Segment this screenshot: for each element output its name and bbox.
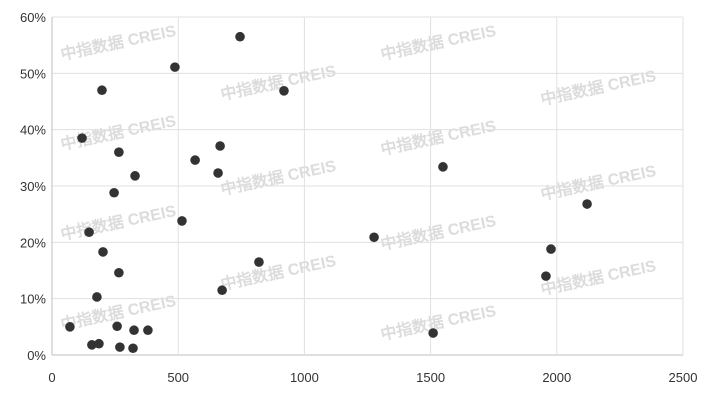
data-point	[109, 187, 119, 198]
x-tick-label: 1500	[416, 370, 445, 385]
data-point	[177, 216, 187, 226]
x-tick-label: 1000	[290, 370, 319, 385]
data-point	[190, 155, 200, 165]
watermark-text: 中指数据 CREIS	[379, 116, 498, 159]
data-point	[97, 85, 107, 96]
y-tick-label: 60%	[20, 10, 46, 25]
watermark-text: 中指数据 CREIS	[219, 251, 338, 294]
data-point	[582, 199, 592, 209]
y-tick-label: 0%	[27, 348, 46, 363]
data-point	[87, 340, 97, 350]
gridlines	[51, 16, 684, 356]
data-point	[254, 257, 264, 267]
data-point	[115, 342, 125, 352]
data-point	[541, 271, 551, 281]
data-point	[94, 338, 104, 349]
watermark-text: 中指数据 CREIS	[59, 21, 178, 64]
data-point	[279, 85, 289, 96]
y-tick-label: 40%	[20, 123, 46, 138]
data-point	[438, 162, 448, 172]
y-tick-label: 10%	[20, 292, 46, 307]
data-point	[170, 62, 180, 72]
data-point	[84, 227, 94, 237]
y-tick-label: 30%	[20, 179, 46, 194]
data-point	[114, 267, 124, 278]
y-tick-label: 20%	[20, 235, 46, 250]
data-point	[130, 171, 140, 181]
tick-labels: 0% 10% 20% 30% 40% 50% 60% 0 500 1000 1500 2000 2500	[20, 10, 697, 385]
watermark-layer: 中指数据 CREIS 中指数据 CREIS 中指数据 CREIS 中指数据 CREIS…	[59, 21, 658, 344]
data-point	[217, 285, 227, 296]
x-tick-label: 2000	[542, 370, 571, 385]
data-point	[143, 325, 153, 336]
watermark-text: 中指数据 CREIS	[219, 156, 338, 199]
watermark-text: 中指数据 CREIS	[219, 61, 338, 104]
x-tick-label: 0	[48, 370, 55, 385]
data-point	[92, 292, 102, 302]
watermark-text: 中指数据 CREIS	[59, 201, 178, 244]
data-point	[129, 325, 139, 336]
data-point	[235, 31, 245, 42]
y-tick-label: 50%	[20, 66, 46, 81]
data-point	[213, 168, 223, 178]
watermark-text: 中指数据 CREIS	[379, 211, 498, 254]
x-tick-label: 500	[167, 370, 189, 385]
x-tick-label: 2500	[669, 370, 698, 385]
data-point	[98, 247, 108, 257]
data-point	[128, 343, 138, 354]
data-point	[215, 141, 225, 151]
data-point	[77, 133, 87, 143]
data-point	[114, 147, 124, 157]
watermark-text: 中指数据 CREIS	[379, 301, 498, 344]
data-point	[112, 321, 122, 332]
data-point	[369, 232, 379, 243]
data-points	[65, 31, 592, 354]
data-point	[65, 322, 75, 332]
watermark-text: 中指数据 CREIS	[379, 21, 498, 64]
data-point	[428, 328, 438, 338]
data-point	[546, 244, 556, 254]
